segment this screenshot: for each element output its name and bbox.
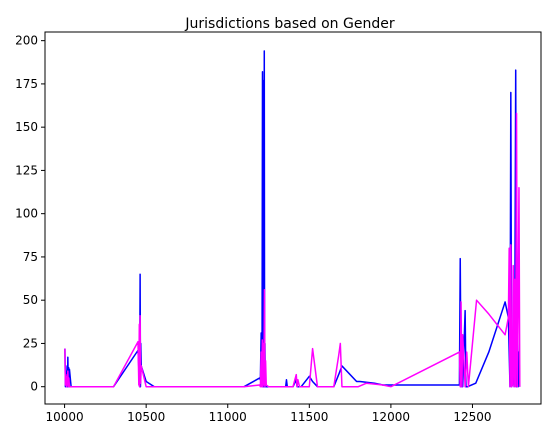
y-tick-label: 125	[15, 163, 38, 177]
chart-title: Jurisdictions based on Gender	[184, 16, 394, 32]
y-tick-label: 100	[15, 207, 38, 221]
x-tick-label: 11000	[209, 410, 247, 424]
x-axis: 10000 10500 11000 11500 12000 12500	[45, 404, 492, 424]
x-tick-label: 11500	[290, 410, 328, 424]
y-tick-label: 75	[23, 250, 38, 264]
y-axis: 0 25 50 75 100 125 150 175 200	[15, 34, 45, 394]
y-tick-label: 175	[15, 77, 38, 91]
x-tick-label: 10500	[127, 410, 165, 424]
plot-lines	[64, 50, 521, 388]
y-tick-label: 150	[15, 120, 38, 134]
series-line-2	[64, 112, 521, 388]
x-tick-label: 12500	[453, 410, 491, 424]
y-tick-label: 200	[15, 34, 38, 48]
plot-frame	[44, 31, 542, 405]
y-tick-label: 25	[23, 336, 38, 350]
x-tick-label: 12000	[372, 410, 410, 424]
y-tick-label: 0	[30, 380, 38, 394]
series-line-1	[64, 50, 521, 388]
y-tick-label: 50	[23, 293, 38, 307]
x-tick-label: 10000	[45, 410, 83, 424]
